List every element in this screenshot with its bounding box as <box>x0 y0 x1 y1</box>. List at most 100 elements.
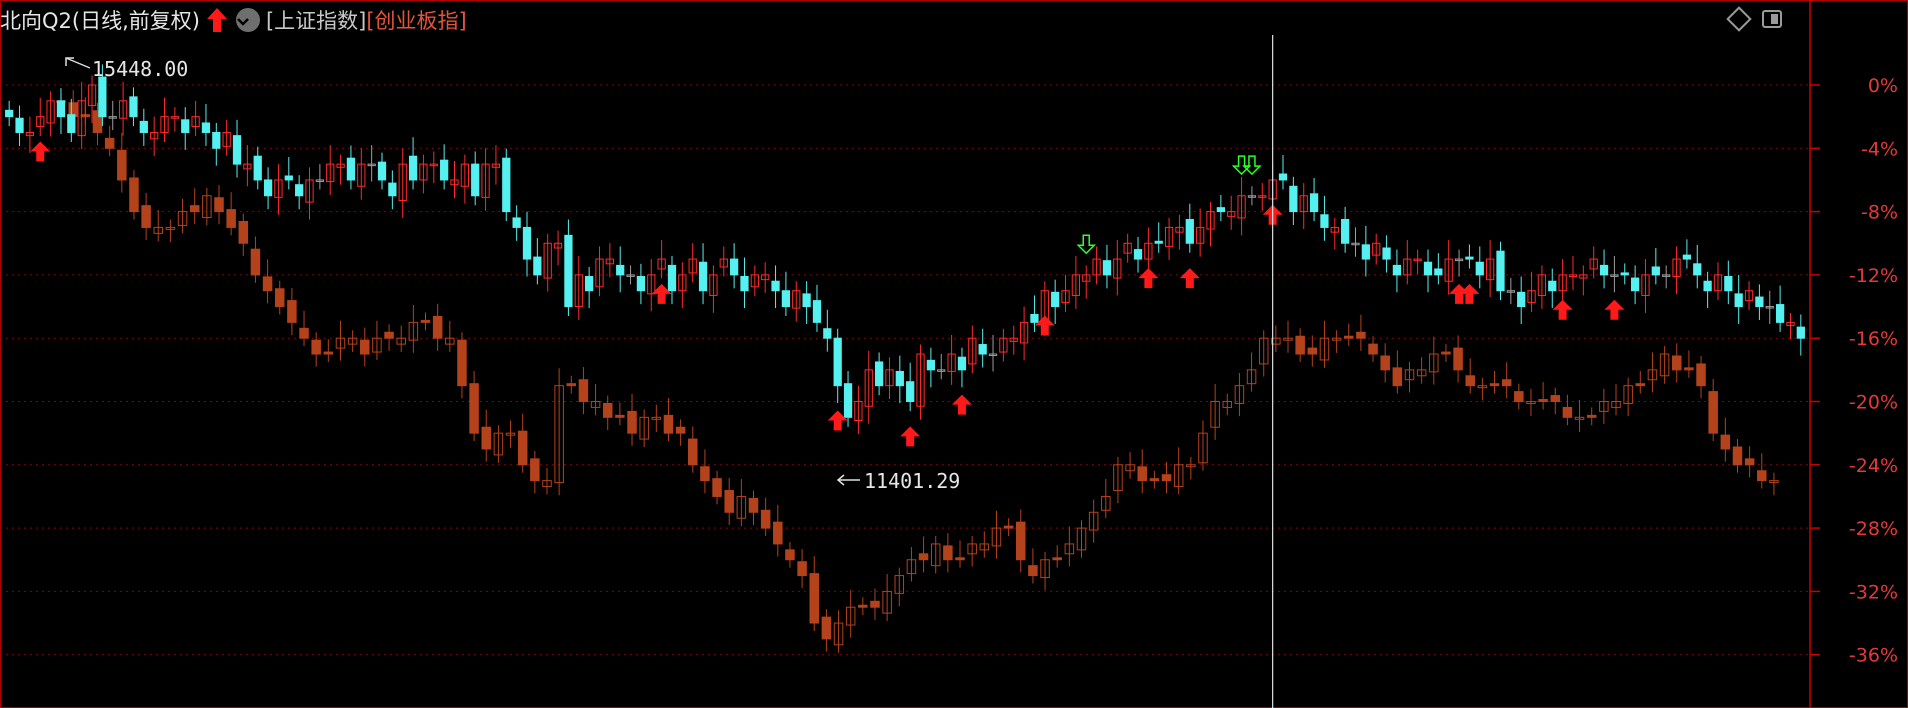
buy-signal-arrow <box>900 426 921 447</box>
candle-body <box>1444 258 1453 282</box>
y-tick-label: -36% <box>1849 645 1898 667</box>
candle-body <box>1620 272 1629 276</box>
index2-body <box>760 509 771 529</box>
indicator-title[interactable]: 北向Q2(日线,前复权) <box>0 9 200 33</box>
index2-body <box>117 149 127 181</box>
overlay-index-chinext[interactable]: [创业板指] <box>366 9 467 33</box>
low-marker <box>836 474 845 486</box>
candle-body <box>533 256 542 276</box>
index2-body <box>129 177 139 213</box>
index2-body <box>384 331 394 339</box>
index2-body <box>481 426 492 450</box>
index2-body <box>1028 565 1038 577</box>
candle-body <box>398 163 407 202</box>
dropdown-icon[interactable] <box>235 8 260 32</box>
candle-body <box>1019 321 1029 344</box>
index2-body <box>1769 480 1779 484</box>
candle-body <box>1413 258 1422 262</box>
index2-body <box>1125 464 1135 472</box>
index2-body <box>615 414 625 418</box>
candle-body <box>471 163 480 197</box>
index2-body <box>493 432 504 456</box>
candle-body <box>201 122 211 133</box>
index2-body <box>967 543 977 555</box>
index2-body <box>627 410 637 434</box>
candle-body <box>1392 264 1402 276</box>
candle-body <box>1133 249 1143 260</box>
index2-body <box>663 414 674 434</box>
index2-body <box>797 561 807 577</box>
index2-body <box>1453 347 1463 371</box>
y-tick-label: -20% <box>1849 392 1898 414</box>
candle-body <box>1558 274 1567 292</box>
candle-body <box>315 179 324 182</box>
candle-body <box>564 234 573 308</box>
index2-body <box>688 438 698 466</box>
index2-body <box>1708 391 1718 434</box>
index2-body <box>639 416 649 440</box>
buy-signal-arrow <box>30 141 51 162</box>
sell-signal-arrow <box>1231 155 1252 176</box>
index2-body <box>979 543 990 551</box>
index2-body <box>882 590 892 614</box>
candle-body <box>781 290 791 308</box>
index2-body <box>1088 511 1099 531</box>
index2-body <box>1441 351 1451 355</box>
candle-body <box>1372 242 1381 256</box>
overlay-index-shanghai[interactable]: [上证指数] <box>265 9 367 33</box>
index2-body <box>1003 525 1014 529</box>
candle-body <box>1599 264 1609 276</box>
panel-icon[interactable] <box>1762 10 1782 28</box>
candle-body <box>1382 247 1391 260</box>
candle-body <box>1610 274 1619 277</box>
y-tick-label: -32% <box>1849 581 1898 603</box>
candle-body <box>1682 254 1692 260</box>
candle-body <box>36 116 45 128</box>
index2-body <box>262 276 273 292</box>
candle-body <box>512 217 521 228</box>
candle-body <box>1092 258 1101 276</box>
index2-body <box>1404 369 1415 381</box>
candle-body <box>647 274 656 295</box>
candle-body <box>709 274 718 296</box>
index2-body <box>505 432 516 436</box>
candle-body <box>253 155 262 181</box>
candle-body <box>553 242 563 249</box>
index2-body <box>651 416 662 420</box>
index2-body <box>1611 401 1621 408</box>
index2-body <box>1246 369 1257 385</box>
buy-signal-arrow <box>1179 268 1200 289</box>
y-tick-label: -8% <box>1861 202 1898 224</box>
buy-signal-arrow <box>1459 283 1480 304</box>
candle-body <box>388 182 397 197</box>
candle-body <box>1102 260 1112 276</box>
candle-body <box>77 100 86 137</box>
candle-body <box>243 163 252 170</box>
candle-body <box>1765 306 1774 309</box>
index2-body <box>1477 385 1488 389</box>
index2-body <box>408 321 419 341</box>
index2-body <box>1064 543 1075 555</box>
index2-body <box>943 545 953 561</box>
arrow-up-icon[interactable] <box>206 7 228 33</box>
low-label: 11401.29 <box>864 469 960 493</box>
candle-body <box>46 100 55 124</box>
candle-body <box>864 369 873 407</box>
candle-body <box>1796 326 1805 339</box>
candle-body <box>906 381 915 402</box>
y-tick-label: -16% <box>1849 328 1898 350</box>
index2-body <box>530 458 540 482</box>
candle-body <box>429 163 438 167</box>
candle-body <box>1651 266 1660 276</box>
index2-body <box>542 480 552 488</box>
index2-body <box>1186 464 1196 468</box>
candle-body <box>232 135 242 165</box>
candle-body <box>1662 274 1671 277</box>
candle-body <box>346 157 356 181</box>
candle-body <box>1517 291 1526 308</box>
candle-body <box>181 119 190 133</box>
index2-body <box>724 490 734 513</box>
index2-body <box>1599 401 1609 412</box>
candle-body <box>937 369 946 372</box>
